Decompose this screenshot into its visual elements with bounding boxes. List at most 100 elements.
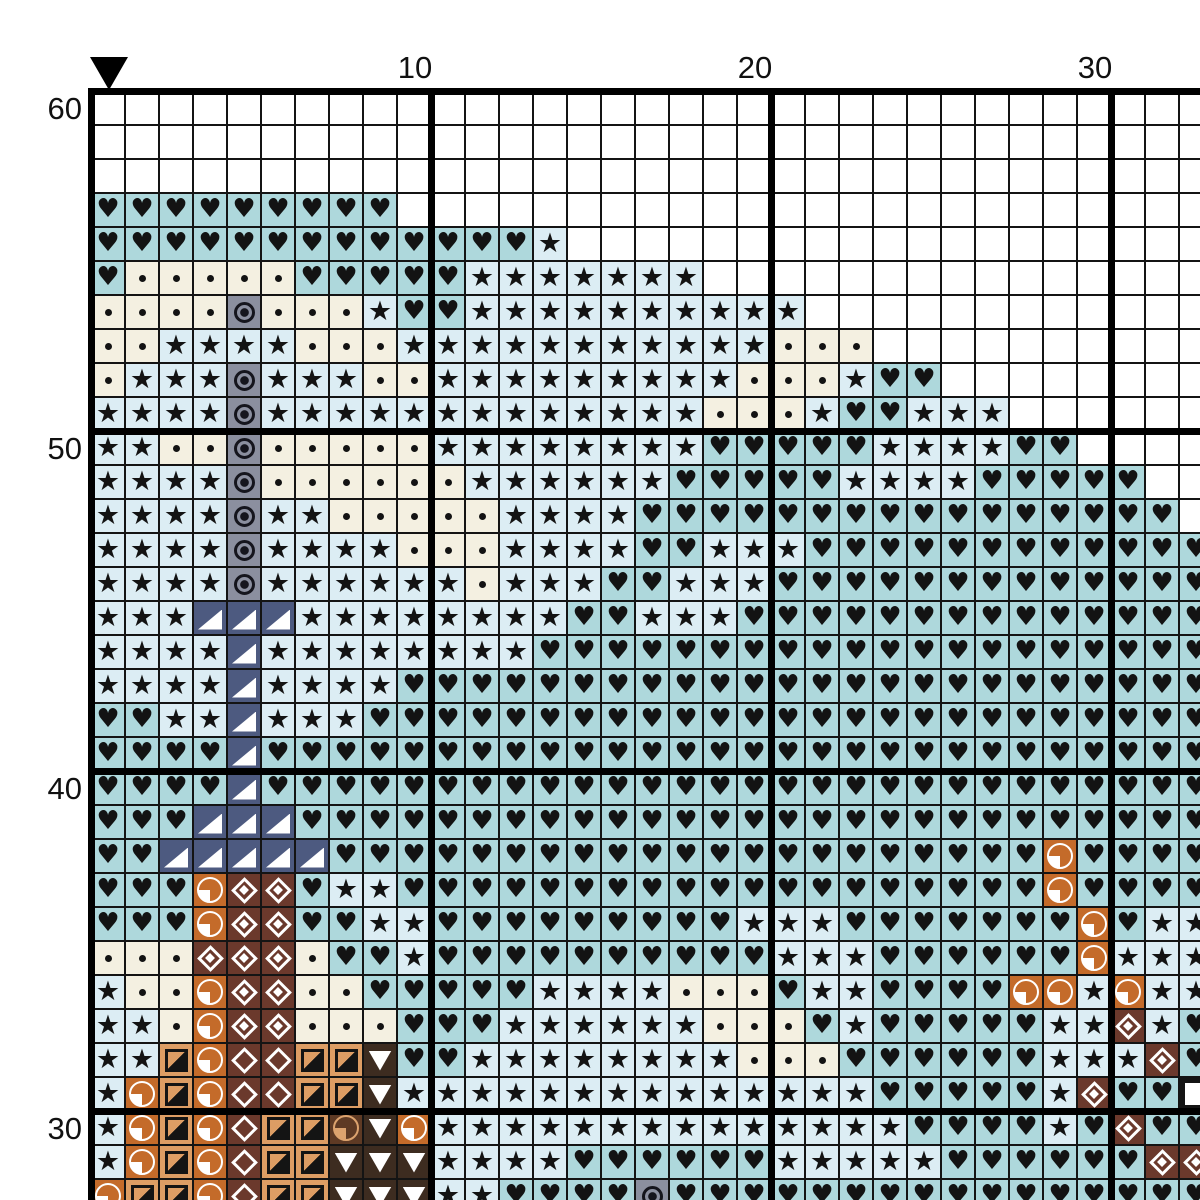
grid-cell-empty bbox=[602, 92, 634, 124]
grid-cell-heart bbox=[1078, 500, 1110, 532]
grid-cell-heart bbox=[1044, 738, 1076, 770]
grid-cell-heart bbox=[772, 738, 804, 770]
grid-cell-white-lower-right-triangle bbox=[194, 806, 226, 838]
grid-cell-heart bbox=[636, 772, 668, 804]
grid-cell-heart bbox=[568, 738, 600, 770]
grid-cell-star bbox=[908, 432, 940, 464]
grid-cell-heart bbox=[874, 908, 906, 940]
grid-cell-heart bbox=[942, 1044, 974, 1076]
grid-cell-dot bbox=[772, 398, 804, 430]
grid-cell-dot bbox=[772, 330, 804, 362]
grid-cell-empty bbox=[296, 92, 328, 124]
grid-cell-star bbox=[92, 1010, 124, 1042]
grid-cell-empty bbox=[874, 296, 906, 328]
grid-cell-heart bbox=[942, 1146, 974, 1178]
grid-cell-star bbox=[296, 534, 328, 566]
grid-cell-diamond-with-center bbox=[262, 1010, 294, 1042]
grid-cell-heart bbox=[976, 670, 1008, 702]
grid-cell-heart bbox=[1010, 1078, 1042, 1110]
grid-cell-dot bbox=[262, 432, 294, 464]
grid-cell-empty bbox=[840, 92, 872, 124]
grid-cell-empty bbox=[1146, 194, 1178, 226]
grid-cell-diagonal-half-square bbox=[262, 1146, 294, 1178]
grid-cell-dot bbox=[466, 568, 498, 600]
grid-cell-heart bbox=[568, 908, 600, 940]
grid-cell-quarter-circle bbox=[194, 1010, 226, 1042]
grid-cell-dot bbox=[330, 1010, 362, 1042]
grid-cell-heart bbox=[1146, 500, 1178, 532]
grid-cell-empty bbox=[670, 126, 702, 158]
grid-cell-white-lower-right-triangle bbox=[262, 602, 294, 634]
grid-cell-heart bbox=[1146, 1078, 1178, 1110]
grid-cell-circled-dot bbox=[228, 296, 260, 328]
grid-cell-heart bbox=[908, 1078, 940, 1110]
grid-cell-heart bbox=[568, 806, 600, 838]
grid-cell-star bbox=[296, 704, 328, 736]
grid-cell-star bbox=[432, 1112, 464, 1144]
grid-cell-empty bbox=[568, 228, 600, 260]
grid-cell-star bbox=[840, 976, 872, 1008]
grid-cell-heart bbox=[704, 772, 736, 804]
grid-cell-heart bbox=[636, 942, 668, 974]
grid-cell-empty bbox=[806, 228, 838, 260]
grid-cell-star bbox=[942, 398, 974, 430]
grid-cell-heart bbox=[1078, 670, 1110, 702]
grid-cell-star bbox=[602, 330, 634, 362]
grid-cell-heart bbox=[874, 670, 906, 702]
grid-cell-star bbox=[568, 466, 600, 498]
grid-cell-quarter-circle bbox=[194, 976, 226, 1008]
grid-cell-star bbox=[364, 602, 396, 634]
grid-cell-heart bbox=[500, 874, 532, 906]
grid-cell-empty bbox=[670, 160, 702, 192]
grid-cell-empty bbox=[1044, 398, 1076, 430]
grid-cell-dot bbox=[772, 1010, 804, 1042]
grid-cell-heart bbox=[908, 704, 940, 736]
grid-cell-white-down-triangle bbox=[364, 1180, 396, 1200]
grid-cell-heart bbox=[1078, 466, 1110, 498]
grid-cell-heart bbox=[534, 874, 566, 906]
grid-cell-empty bbox=[670, 228, 702, 260]
grid-cell-heart bbox=[160, 874, 192, 906]
grid-cell-empty bbox=[1180, 262, 1200, 294]
grid-cell-star bbox=[806, 398, 838, 430]
grid-cell-star bbox=[636, 398, 668, 430]
grid-cell-quarter-circle bbox=[1078, 908, 1110, 940]
grid-cell-white-down-triangle bbox=[364, 1078, 396, 1110]
grid-cell-heart bbox=[398, 670, 430, 702]
grid-cell-heart bbox=[398, 704, 430, 736]
grid-cell-heart bbox=[942, 1078, 974, 1110]
grid-cell-dot bbox=[398, 466, 430, 498]
grid-cell-empty bbox=[806, 262, 838, 294]
grid-cell-heart bbox=[636, 806, 668, 838]
grid-cell-dot bbox=[330, 330, 362, 362]
grid-cell-star bbox=[602, 1112, 634, 1144]
grid-cell-empty bbox=[704, 228, 736, 260]
grid-cell-white-lower-right-triangle bbox=[160, 840, 192, 872]
grid-cell-diamond-with-center bbox=[228, 874, 260, 906]
grid-cell-dot bbox=[92, 364, 124, 396]
grid-cell-star bbox=[772, 908, 804, 940]
grid-cell-dot bbox=[466, 500, 498, 532]
grid-cell-empty bbox=[330, 126, 362, 158]
grid-cell-star bbox=[92, 568, 124, 600]
grid-cell-star bbox=[534, 432, 566, 464]
grid-cell-heart bbox=[1112, 670, 1144, 702]
grid-cell-empty bbox=[568, 92, 600, 124]
grid-cell-heart bbox=[1112, 1078, 1144, 1110]
grid-cell-heart bbox=[772, 840, 804, 872]
grid-cell-heart bbox=[942, 840, 974, 872]
grid-cell-star bbox=[126, 432, 158, 464]
grid-cell-empty bbox=[1146, 262, 1178, 294]
grid-cell-heart bbox=[92, 262, 124, 294]
grid-cell-heart bbox=[874, 1078, 906, 1110]
grid-cell-star bbox=[160, 466, 192, 498]
grid-cell-white-down-triangle bbox=[398, 1180, 430, 1200]
grid-cell-star bbox=[500, 1112, 532, 1144]
grid-cell-empty bbox=[908, 92, 940, 124]
grid-cell-heart bbox=[908, 976, 940, 1008]
grid-cell-heart bbox=[738, 704, 770, 736]
grid-cell-heart bbox=[1112, 568, 1144, 600]
grid-cell-empty bbox=[1044, 92, 1076, 124]
grid-cell-white-lower-right-triangle bbox=[296, 840, 328, 872]
grid-cell-heart bbox=[874, 364, 906, 396]
